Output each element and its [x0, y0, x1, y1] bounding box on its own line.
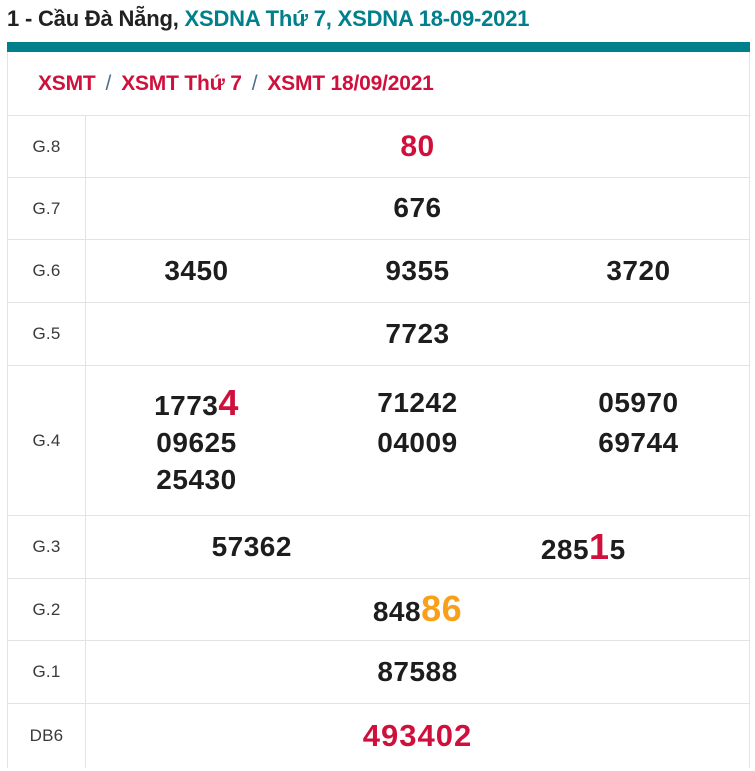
title-date-link[interactable]: XSDNA Thứ 7, XSDNA 18-09-2021: [184, 6, 530, 31]
page-title: 1 - Cầu Đà Nẵng, XSDNA Thứ 7, XSDNA 18-0…: [7, 5, 750, 33]
prize-values-g8: 80: [86, 116, 749, 177]
row-g6: G.6 3450 9355 3720: [8, 239, 749, 302]
prize-number-special: 493402: [362, 717, 473, 753]
prize-label-g7: G.7: [8, 178, 86, 239]
row-g3: G.3 57362 28515: [8, 515, 749, 578]
highlight-digit-red: 4: [218, 382, 239, 424]
prize-values-g4: 17734 71242 05970 09625 04009 69744 2543…: [86, 366, 749, 515]
prize-number: 676: [393, 192, 442, 224]
prize-values-db6: 493402: [86, 704, 749, 768]
breadcrumb: XSMT / XSMT Thứ 7 / XSMT 18/09/2021: [8, 52, 749, 115]
prize-number: 3720: [606, 254, 671, 286]
prize-values-g3: 57362 28515: [86, 516, 749, 578]
prize-label-g3: G.3: [8, 516, 86, 578]
row-g2: G.2 84886: [8, 578, 749, 640]
prize-values-g1: 87588: [86, 641, 749, 703]
prize-number: 9355: [385, 254, 450, 286]
teal-divider-bar: [7, 42, 750, 52]
prize-number: 09625: [156, 427, 237, 459]
results-panel: XSMT / XSMT Thứ 7 / XSMT 18/09/2021 G.8 …: [7, 52, 750, 768]
prize-number: 57362: [211, 530, 292, 562]
prize-values-g5: 7723: [86, 303, 749, 365]
row-g5: G.5 7723: [8, 302, 749, 365]
row-g7: G.7 676: [8, 177, 749, 239]
highlight-digits-orange: 86: [421, 588, 463, 630]
prize-number: 7723: [385, 317, 450, 349]
prize-label-g8: G.8: [8, 116, 86, 177]
prize-values-g2: 84886: [86, 579, 749, 640]
prize-number-highlighted: 84886: [372, 588, 463, 630]
row-g4: G.4 17734 71242 05970 09625 04009 69744 …: [8, 365, 749, 515]
prize-number: 3450: [164, 254, 229, 286]
breadcrumb-separator: /: [251, 71, 258, 95]
prize-label-g2: G.2: [8, 579, 86, 640]
prize-number: 25430: [156, 463, 237, 495]
prize-number: 05970: [598, 387, 679, 419]
prize-label-g4: G.4: [8, 366, 86, 515]
row-db6: DB6 493402: [8, 703, 749, 768]
prize-number: 87588: [377, 655, 458, 687]
highlight-digit-red: 1: [589, 525, 610, 567]
prize-number: 04009: [377, 427, 458, 459]
row-g1: G.1 87588: [8, 640, 749, 703]
prize-number: 71242: [377, 387, 458, 419]
title-prefix: 1 - Cầu Đà Nẵng,: [7, 6, 185, 31]
prize-label-g6: G.6: [8, 240, 86, 302]
prize-number: 69744: [598, 427, 679, 459]
prize-number-highlighted: 17734: [154, 382, 239, 424]
breadcrumb-link-xsmt[interactable]: XSMT: [38, 71, 96, 95]
breadcrumb-link-xsmt-thu7[interactable]: XSMT Thứ 7: [121, 71, 242, 95]
prize-values-g7: 676: [86, 178, 749, 239]
prize-label-g5: G.5: [8, 303, 86, 365]
prize-number: 80: [400, 130, 435, 163]
prize-label-db6: DB6: [8, 704, 86, 768]
prize-label-g1: G.1: [8, 641, 86, 703]
prize-number-highlighted: 28515: [540, 525, 626, 567]
breadcrumb-link-xsmt-date[interactable]: XSMT 18/09/2021: [267, 71, 434, 95]
prize-values-g6: 3450 9355 3720: [86, 240, 749, 302]
breadcrumb-separator: /: [105, 71, 112, 95]
row-g8: G.8 80: [8, 115, 749, 177]
